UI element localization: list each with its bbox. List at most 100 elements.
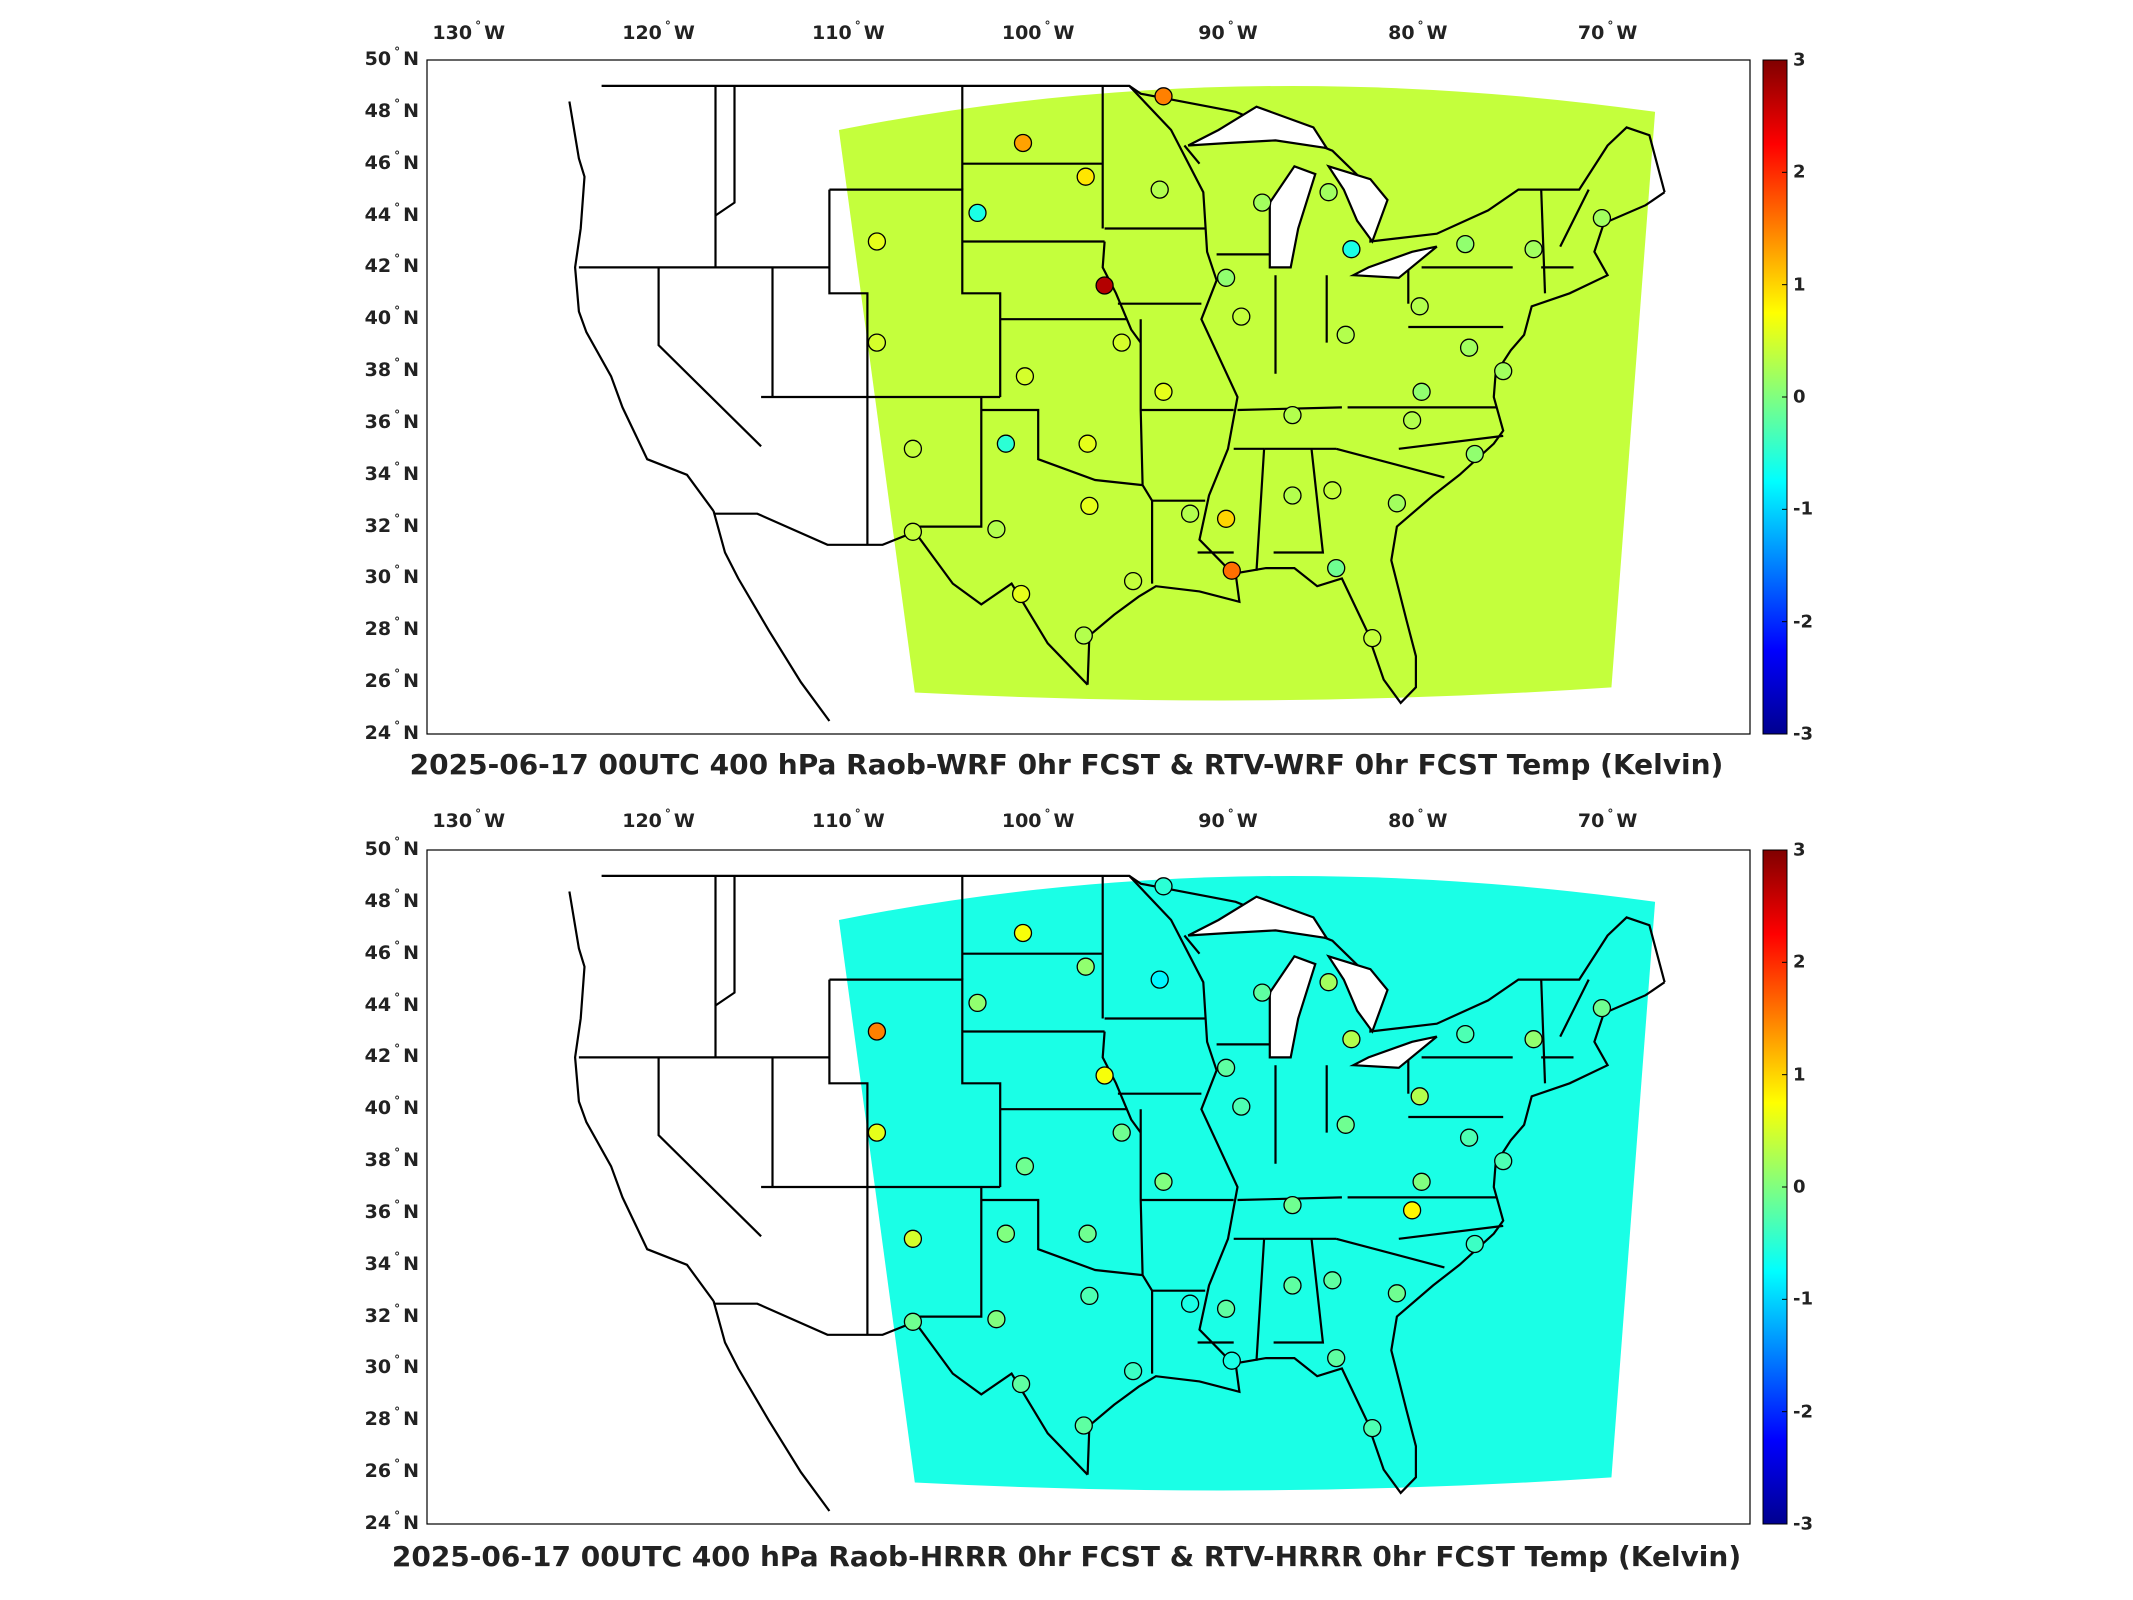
raob-station-marker [987, 520, 1006, 539]
raob-station-marker [1342, 1030, 1361, 1049]
map-wrf [426, 59, 1788, 735]
lat-tick-label: 38 ° N [364, 356, 419, 382]
raob-station-marker [1216, 509, 1236, 528]
lat-tick-label: 48 ° N [364, 96, 419, 122]
panel-title-hrrr: 2025-06-17 00UTC 400 hPa Raob-HRRR 0hr F… [391, 1540, 1742, 1573]
raob-station-marker [1410, 1087, 1429, 1106]
raob-station-marker [1283, 486, 1302, 505]
raob-station-marker [1327, 558, 1346, 578]
lat-tick-label: 30 ° N [364, 1353, 419, 1379]
raob-station-marker [1112, 333, 1131, 352]
raob-station-marker [1253, 983, 1272, 1002]
raob-station-marker [1410, 297, 1429, 316]
lat-tick-label: 48 ° N [364, 886, 419, 912]
raob-station-marker [1222, 561, 1241, 580]
raob-station-marker [1150, 180, 1169, 199]
raob-station-marker [1323, 1271, 1342, 1290]
map-frame [426, 59, 1751, 735]
raob-station-marker [1216, 1058, 1236, 1077]
lon-tick-label: 110 ° W [812, 19, 885, 44]
lat-tick-label: 38 ° N [364, 1146, 419, 1172]
lat-tick-label: 44 ° N [364, 990, 419, 1016]
raob-station-marker [1336, 1115, 1355, 1134]
lat-tick-label: 50 ° N [364, 45, 419, 70]
raob-station-marker [1216, 268, 1236, 287]
raob-station-marker [1095, 276, 1114, 295]
raob-station-marker [1494, 1151, 1513, 1171]
raob-station-marker [1078, 1224, 1097, 1243]
colorbar-tick-label: 3 [1793, 839, 1806, 861]
raob-station-marker [867, 1022, 887, 1041]
lat-tick-label: 26 ° N [364, 1457, 419, 1483]
panel-wrf: 2025-06-17 00UTC 400 hPa Raob-WRF 0hr FC… [364, 19, 1813, 781]
lat-tick-label: 32 ° N [364, 511, 419, 537]
raob-station-marker [1592, 208, 1612, 228]
raob-station-marker [1013, 133, 1033, 153]
lon-tick-label: 110 ° W [812, 807, 885, 832]
raob-stations [867, 87, 1612, 648]
raob-station-marker [1283, 1195, 1302, 1215]
lon-tick-label: 120 ° W [622, 19, 695, 44]
lon-tick-label: 120 ° W [622, 807, 695, 832]
raob-station-marker [987, 1310, 1006, 1329]
raob-station-marker [1232, 1097, 1251, 1116]
raob-station-marker [1180, 504, 1200, 523]
raob-stations [867, 877, 1612, 1438]
state-boundaries [568, 84, 1666, 722]
colorbar-tick-label: -1 [1793, 498, 1813, 520]
lat-tick-label: 42 ° N [364, 1042, 419, 1068]
raob-station-marker [1363, 628, 1382, 648]
raob-station-marker [1232, 307, 1251, 326]
raob-station-marker [1123, 1361, 1143, 1381]
raob-station-marker [1180, 1294, 1200, 1313]
analysis-field [838, 85, 1656, 701]
raob-station-marker [1095, 1066, 1114, 1085]
colorbar-tick-label: -2 [1793, 611, 1813, 633]
lat-tick-label: 40 ° N [364, 1094, 419, 1120]
raob-station-marker [1412, 382, 1431, 401]
raob-station-marker [1074, 626, 1093, 645]
raob-station-marker [1154, 382, 1173, 401]
raob-station-marker [1524, 240, 1543, 259]
raob-station-marker [1080, 1286, 1099, 1306]
lat-tick-label: 42 ° N [364, 252, 419, 278]
colorbar-tick-label: 0 [1793, 1176, 1806, 1198]
raob-station-marker [1074, 1416, 1093, 1435]
lon-tick-label: 130 ° W [432, 19, 506, 44]
raob-station-marker [1154, 1172, 1173, 1191]
map-frame [426, 849, 1751, 1525]
lat-tick-label: 40 ° N [364, 304, 419, 330]
raob-station-marker [1465, 444, 1484, 464]
raob-station-marker [996, 1224, 1016, 1243]
analysis-field [838, 875, 1656, 1491]
raob-station-marker [1327, 1348, 1346, 1368]
raob-station-marker [1011, 584, 1031, 604]
raob-station-marker [1080, 496, 1099, 516]
lat-tick-label: 24 ° N [364, 719, 419, 744]
raob-station-marker [1336, 325, 1355, 344]
lat-tick-label: 36 ° N [364, 407, 419, 433]
raob-station-marker [1494, 361, 1513, 381]
colorbar-tick-label: 3 [1793, 49, 1806, 71]
raob-station-marker [968, 993, 987, 1013]
lat-tick-label: 36 ° N [364, 1197, 419, 1223]
raob-station-marker [1387, 494, 1407, 513]
state-boundaries [568, 874, 1666, 1512]
raob-station-marker [1363, 1418, 1382, 1438]
raob-station-marker [1078, 434, 1097, 453]
raob-station-marker [1412, 1172, 1431, 1191]
lat-tick-label: 26 ° N [364, 667, 419, 693]
lat-tick-label: 46 ° N [364, 938, 419, 964]
lat-tick-label: 28 ° N [364, 1405, 419, 1431]
raob-station-marker [1319, 973, 1338, 992]
raob-station-marker [1342, 240, 1361, 259]
colorbar-tick-label: 1 [1793, 274, 1806, 296]
colorbar-tick-label: 1 [1793, 1064, 1806, 1086]
lat-tick-label: 34 ° N [364, 459, 419, 485]
raob-station-marker [1253, 193, 1272, 212]
raob-station-marker [1015, 367, 1035, 386]
lat-tick-label: 44 ° N [364, 200, 419, 226]
lon-tick-label: 100 ° W [1001, 807, 1075, 832]
